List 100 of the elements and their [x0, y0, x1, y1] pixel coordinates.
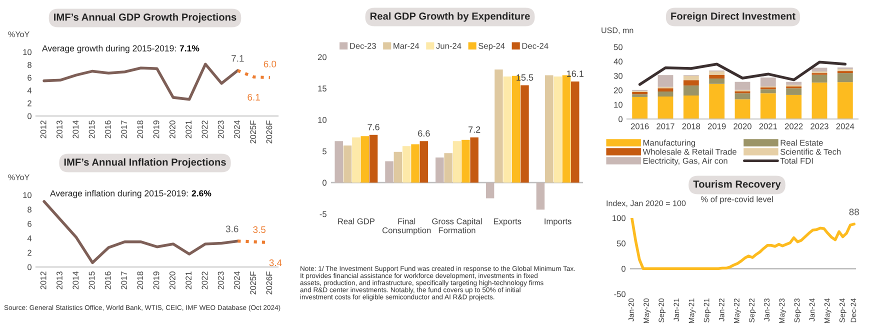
x-tick-label: 2018 [137, 272, 144, 290]
annotation: Average inflation during 2015-2019: 2.6% [50, 190, 212, 198]
bar [503, 76, 512, 183]
x-tick-label: 2025F [250, 120, 256, 144]
x-tick-label: 2024 [836, 123, 854, 130]
data-label: 3.6 [226, 226, 238, 232]
bar [786, 94, 802, 119]
legend-label: Real Estate [780, 140, 823, 146]
y-tick-label: 50 [616, 240, 626, 246]
x-tick-label: 2014 [72, 271, 79, 290]
x-tick-label: 2017 [121, 120, 127, 138]
bar [683, 76, 699, 80]
y-tick-label: 0 [28, 113, 32, 120]
y-tick-label: 10 [614, 102, 623, 108]
y-tick-label: 0 [618, 116, 623, 122]
bar [571, 81, 580, 183]
legend-label: Dec-23 [350, 42, 376, 49]
bar [658, 88, 674, 92]
bar [520, 85, 529, 183]
x-tick-label: 2023 [810, 123, 828, 130]
x-tick-label: 2019 [153, 272, 160, 290]
legend-label: Electricity, Gas, Air con [643, 158, 728, 166]
x-tick-label: 2015 [88, 120, 95, 138]
chart-subtitle: % of pre-covid level [700, 196, 773, 204]
x-tick-label: 2017 [121, 272, 127, 290]
bar [360, 136, 369, 183]
x-tick-label: 2018 [137, 120, 144, 138]
x-tick-label: 2019 [708, 123, 726, 130]
y-tick-label: 50 [614, 44, 623, 50]
x-tick-label: 2014 [72, 120, 79, 138]
y-tick-label: 40 [614, 58, 623, 64]
x-tick-label: 2020 [169, 271, 176, 290]
data-label: 6.1 [248, 94, 260, 101]
bar [683, 96, 699, 119]
x-tick-label: 2022 [202, 272, 208, 290]
bar [632, 96, 648, 119]
bar [683, 85, 699, 96]
x-tick-label: 2016 [630, 123, 649, 130]
chart-title: IMF’s Annual GDP Growth Projections [54, 13, 236, 23]
x-tick-label: 2026F [266, 272, 272, 294]
y-axis-title: %YoY [8, 31, 30, 38]
x-tick-label: 2021 [186, 120, 192, 138]
bar [760, 78, 776, 86]
y-tick-label: 20 [318, 54, 327, 60]
bar [837, 73, 853, 82]
y-tick-label: 4 [27, 88, 32, 94]
legend-label: Mar-24 [394, 42, 420, 49]
x-tick-label: 2022 [784, 123, 803, 130]
annotation: Average growth during 2015-2019: 7.1% [42, 45, 200, 54]
bar [562, 75, 571, 183]
bar [402, 146, 411, 183]
bar [658, 91, 674, 97]
chart-title: Tourism Recovery [693, 180, 781, 190]
x-tick-label: 2012 [40, 120, 46, 138]
bar [812, 82, 828, 119]
x-tick-label: 2018 [682, 123, 700, 130]
y-tick-label: 100 [612, 215, 626, 222]
y-tick-label: 10 [23, 192, 32, 198]
legend-label: Scientific & Tech [780, 148, 841, 155]
x-tick-label: 2020 [169, 120, 176, 138]
x-tick-label: 2013 [56, 272, 62, 290]
x-tick-label: 2023 [218, 120, 224, 138]
y-tick-label: 30 [614, 73, 623, 79]
y-tick-label: 10 [318, 117, 327, 123]
y-tick-label: 0 [622, 266, 626, 272]
y-tick-label: 6 [28, 221, 32, 227]
bar [444, 153, 452, 183]
bar [411, 144, 420, 183]
line-series [630, 218, 856, 270]
bar [683, 80, 699, 86]
x-tick-label: Gross Capital Formation [432, 218, 482, 234]
y-tick-label: 20 [614, 87, 623, 94]
data-label: 3.5 [253, 226, 266, 233]
x-tick-label: Final Consumption [382, 218, 431, 235]
data-label: 3.4 [269, 259, 282, 266]
bar [786, 88, 802, 95]
legend-label: Jun-24 [436, 42, 462, 49]
y-tick-label: -50 [614, 291, 626, 298]
x-tick-label: 2023 [218, 272, 224, 290]
y-tick-label: 8 [28, 62, 32, 68]
x-tick-label: 2019 [153, 120, 160, 138]
y-tick-label: 2 [28, 100, 32, 106]
chart-title: Real GDP Growth by Expenditure [370, 12, 530, 22]
y-axis-title: USD, mn [602, 27, 634, 34]
bar [658, 75, 674, 87]
x-tick-label: 2017 [656, 123, 674, 130]
bar [394, 152, 402, 183]
data-label: 6.6 [418, 130, 430, 137]
y-axis-title: %YoY [8, 174, 30, 180]
y-axis-title: Index, Jan 2020 = 100 [606, 200, 686, 208]
x-tick-label: 2024 [234, 271, 240, 290]
y-tick-label: 4 [27, 235, 32, 242]
bar [709, 84, 725, 119]
x-tick-label: 2024 [234, 120, 240, 138]
bar [658, 96, 674, 119]
bar [554, 76, 562, 183]
y-tick-label: 6 [28, 74, 32, 81]
y-tick-label: 0 [28, 264, 32, 270]
legend-label: Dec-24 [522, 42, 548, 49]
bar [352, 137, 360, 183]
